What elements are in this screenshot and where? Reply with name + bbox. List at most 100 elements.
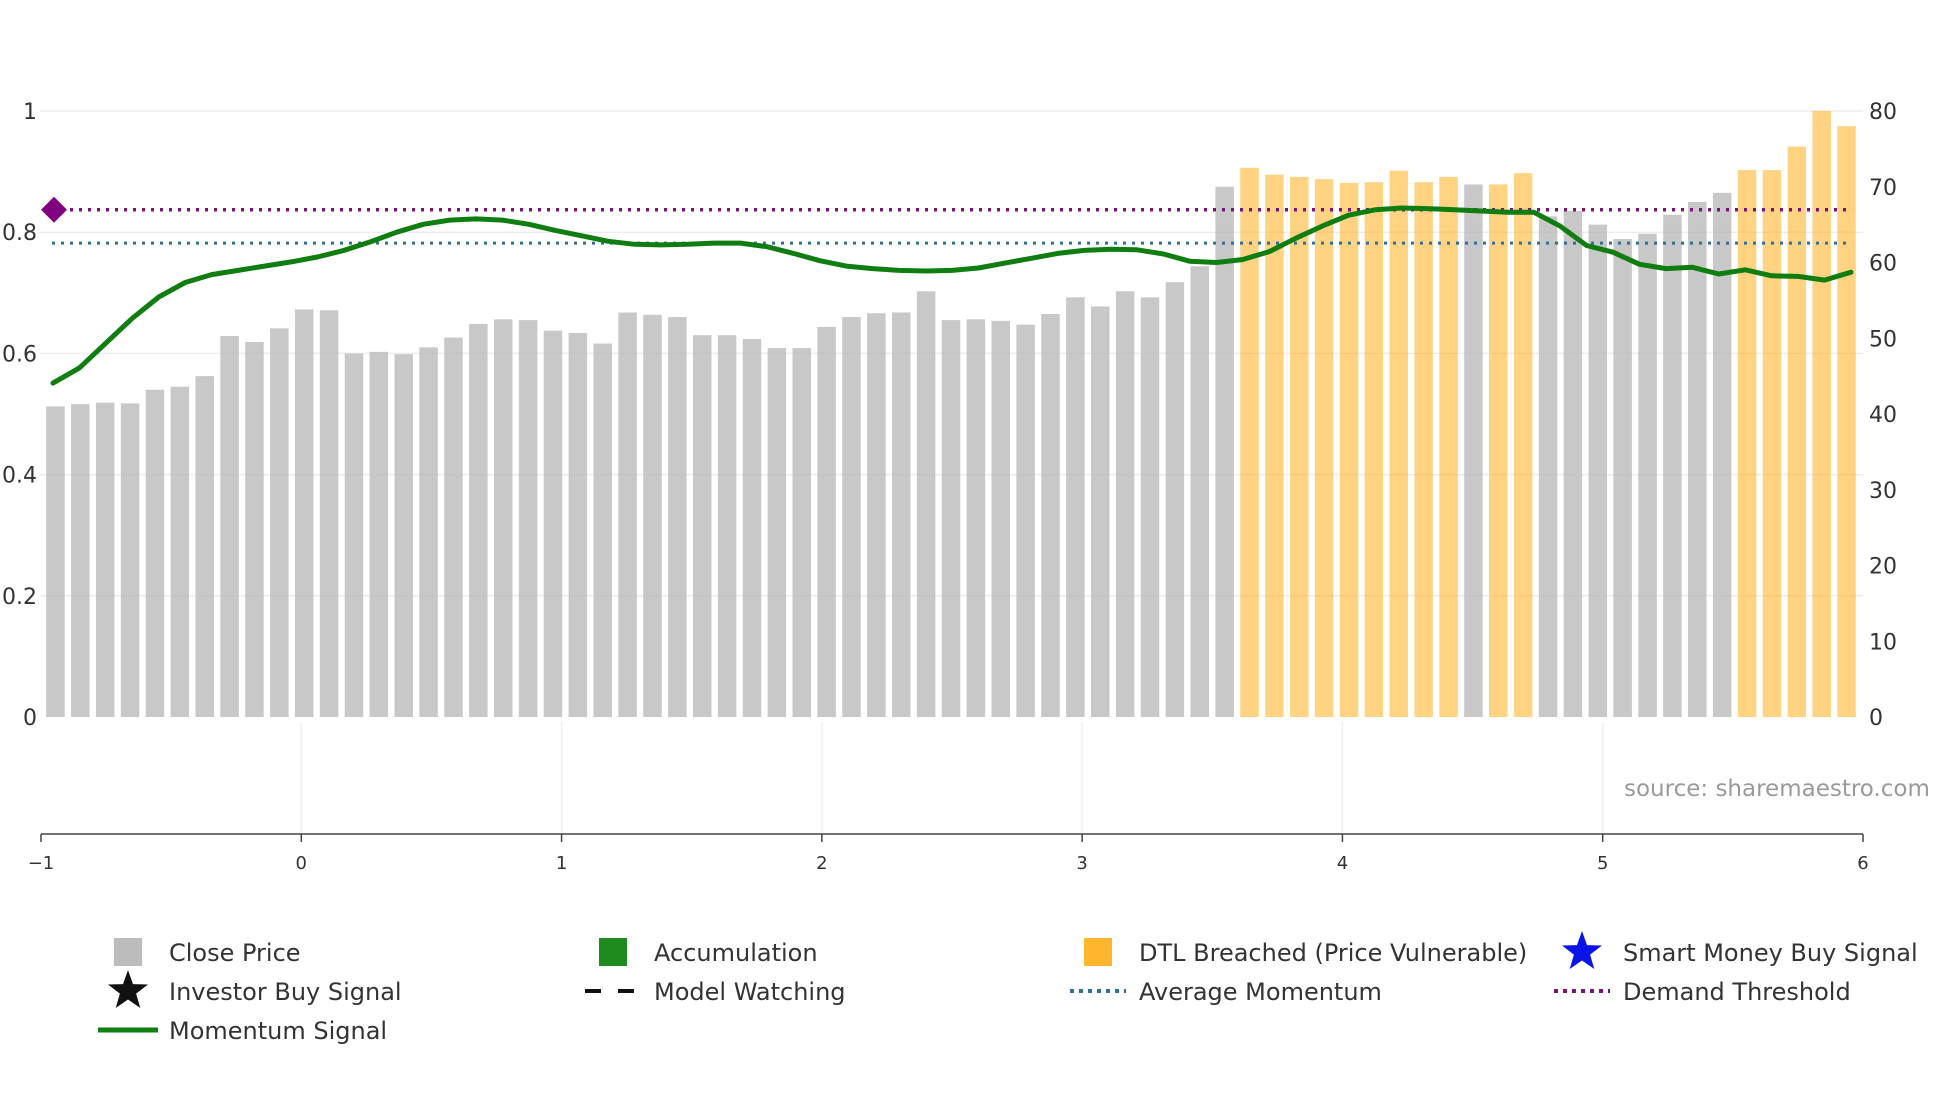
y-right-tick-label: 0 <box>1869 706 1883 731</box>
close-price-bar <box>916 291 936 717</box>
close-price-bar <box>493 319 513 717</box>
legend-label: Model Watching <box>654 978 846 1006</box>
y-left-tick-label: 0.8 <box>2 221 37 246</box>
close-price-bar <box>817 326 836 717</box>
close-price-bar <box>692 335 712 717</box>
legend-label: DTL Breached (Price Vulnerable) <box>1139 939 1527 967</box>
close-price-bar <box>419 347 438 717</box>
reference-lines <box>52 208 1850 245</box>
legend: Close Price Accumulation DTL Breached (Pri… <box>98 931 1918 1045</box>
y-right-tick-label: 10 <box>1869 630 1897 655</box>
dtl-breached-bar <box>1314 179 1334 717</box>
close-price-bar <box>1190 266 1210 717</box>
close-price-bar <box>1140 297 1160 717</box>
close-price-bar <box>195 376 214 718</box>
close-price-bar <box>1613 239 1632 717</box>
close-price-bar <box>1563 210 1583 718</box>
momentum-signal-group <box>41 196 1854 386</box>
dtl-breached-bar <box>1737 170 1757 717</box>
close-price-bar <box>344 353 364 717</box>
close-price-bar <box>668 317 687 717</box>
legend-label: Demand Threshold <box>1623 978 1851 1006</box>
dtl-breached-bar <box>1837 126 1856 717</box>
y-right-tick-label: 50 <box>1869 327 1897 352</box>
close-price-bar <box>543 330 563 717</box>
dtl-breached-bar <box>1265 174 1284 717</box>
close-price-bar <box>941 320 961 717</box>
dtl-breached-bar <box>1489 184 1508 718</box>
close-price-bar <box>469 323 488 717</box>
y-right-tick-label: 70 <box>1869 176 1897 201</box>
close-price-bar <box>593 343 612 717</box>
close-price-bar <box>892 312 911 717</box>
legend-star-icon <box>1562 931 1602 969</box>
dtl-breached-bar <box>1389 170 1409 718</box>
close-price-bar <box>1464 184 1483 718</box>
y-left-tick-label: 0.6 <box>2 342 37 367</box>
close-price-bar <box>767 348 787 717</box>
x-tick-label: −1 <box>28 853 55 874</box>
dtl-breached-bar <box>1787 146 1807 718</box>
y-left-tick-label: 0.4 <box>2 464 37 489</box>
dtl-breached-bar <box>1290 176 1309 717</box>
close-price-bar <box>792 348 811 717</box>
legend-swatch <box>599 938 627 966</box>
momentum-signal-line <box>50 205 1854 386</box>
dtl-breached-bar <box>1439 176 1458 717</box>
y-left-tick-label: 1 <box>23 100 37 125</box>
close-price-bar <box>518 320 538 717</box>
legend-label: Investor Buy Signal <box>169 978 402 1006</box>
close-price-bar <box>145 389 165 717</box>
close-price-bar <box>245 342 264 717</box>
close-price-bar <box>1538 216 1558 718</box>
x-tick-label: 1 <box>556 853 567 874</box>
close-price-bar <box>643 314 662 717</box>
close-price-bar <box>1588 224 1608 718</box>
legend-swatch <box>114 938 142 966</box>
close-price-bar <box>717 335 737 717</box>
close-price-bar <box>394 354 413 717</box>
legend-label: Close Price <box>169 939 301 967</box>
close-price-bars <box>46 111 1856 718</box>
dtl-breached-bar <box>1762 170 1782 717</box>
legend-star-icon <box>108 970 148 1008</box>
legend-label: Accumulation <box>654 939 818 967</box>
x-tick-label: 0 <box>296 853 307 874</box>
x-axis: −1 0 1 2 3 4 5 6 <box>28 833 1869 874</box>
close-price-bar <box>1066 297 1085 717</box>
y-right-tick-label: 80 <box>1869 100 1897 125</box>
close-price-bar <box>319 310 339 717</box>
dtl-breached-bar <box>1339 182 1359 717</box>
legend-label: Average Momentum <box>1139 978 1382 1006</box>
y-left-tick-label: 0 <box>23 706 37 731</box>
close-price-bar <box>1165 282 1185 717</box>
x-tick-label: 3 <box>1076 853 1087 874</box>
close-price-bar <box>46 406 65 717</box>
close-price-bar <box>1712 192 1732 717</box>
close-price-bar <box>991 320 1010 717</box>
x-tick-label: 4 <box>1337 853 1348 874</box>
dtl-breached-bar <box>1812 111 1831 717</box>
close-price-bar <box>220 335 239 717</box>
dtl-breached-bar <box>1240 167 1259 717</box>
close-price-bar <box>568 332 588 717</box>
x-tick-label: 6 <box>1857 853 1868 874</box>
y-right-tick-label: 30 <box>1869 479 1897 504</box>
x-tick-label: 5 <box>1597 853 1608 874</box>
close-price-bar <box>842 317 861 717</box>
dtl-breached-bar <box>1513 173 1533 717</box>
close-price-bar <box>120 403 140 717</box>
x-tick-label: 2 <box>816 853 827 874</box>
y-right-tick-label: 20 <box>1869 555 1897 580</box>
close-price-bar <box>95 402 115 717</box>
close-price-bar <box>742 339 762 717</box>
close-price-bar <box>1638 233 1657 717</box>
left-axis-ticks: 0 0.2 0.4 0.6 0.8 1 <box>2 100 37 731</box>
close-price-bar <box>1215 186 1234 717</box>
legend-label: Smart Money Buy Signal <box>1623 939 1918 967</box>
close-price-bar <box>1041 314 1060 717</box>
legend-swatch <box>1084 938 1112 966</box>
dtl-breached-bar <box>1414 182 1433 717</box>
close-price-bar <box>867 313 886 717</box>
